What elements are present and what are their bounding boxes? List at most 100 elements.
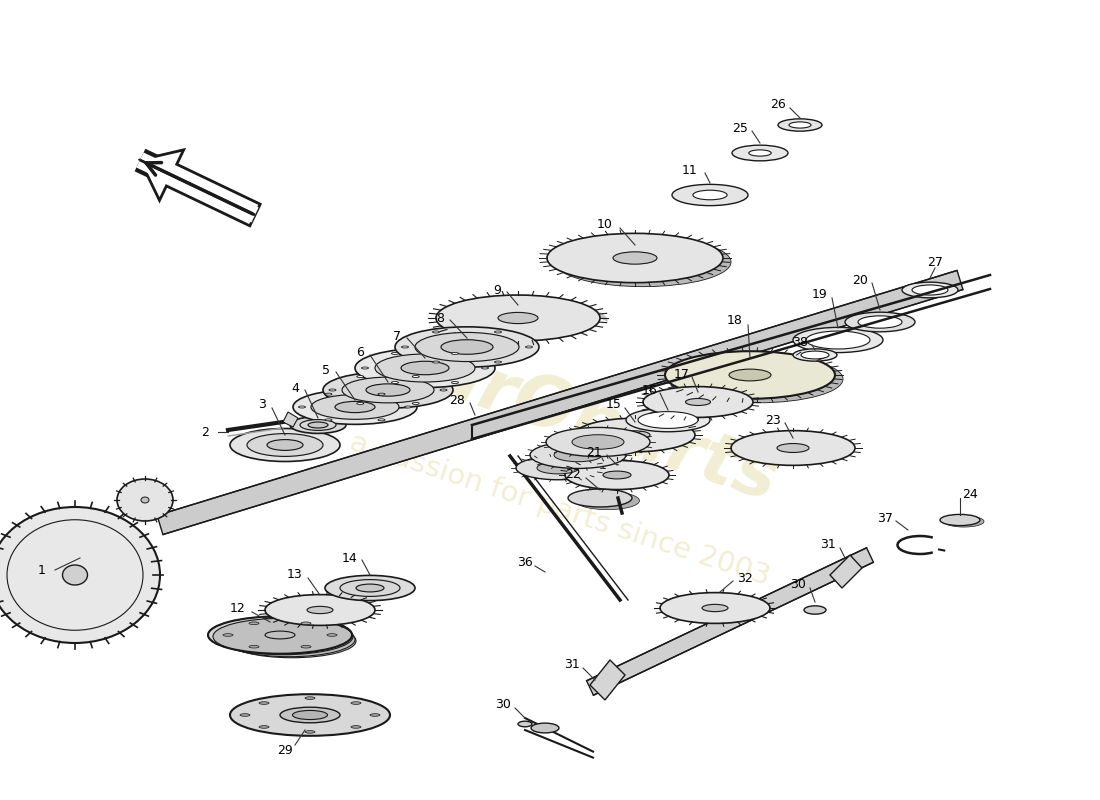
- Polygon shape: [586, 548, 873, 695]
- Text: 17: 17: [674, 367, 690, 381]
- Ellipse shape: [412, 375, 419, 378]
- Polygon shape: [538, 296, 559, 301]
- Ellipse shape: [482, 367, 488, 369]
- Polygon shape: [462, 298, 481, 305]
- Ellipse shape: [392, 382, 398, 383]
- Text: 8: 8: [436, 311, 444, 325]
- Ellipse shape: [732, 145, 788, 161]
- Ellipse shape: [518, 722, 532, 726]
- Text: 31: 31: [821, 538, 836, 551]
- Polygon shape: [436, 314, 446, 322]
- Ellipse shape: [249, 646, 258, 648]
- Ellipse shape: [324, 419, 332, 421]
- Ellipse shape: [777, 443, 808, 453]
- Polygon shape: [473, 297, 493, 302]
- Text: 9: 9: [493, 283, 500, 297]
- Ellipse shape: [660, 593, 770, 623]
- Ellipse shape: [336, 402, 375, 413]
- Ellipse shape: [351, 726, 361, 728]
- Ellipse shape: [547, 234, 723, 282]
- Text: 19: 19: [812, 289, 828, 302]
- Ellipse shape: [324, 575, 415, 601]
- Ellipse shape: [362, 367, 369, 369]
- Ellipse shape: [293, 390, 417, 424]
- Ellipse shape: [395, 327, 539, 367]
- Ellipse shape: [355, 349, 495, 388]
- Ellipse shape: [498, 312, 538, 323]
- Text: 12: 12: [230, 602, 246, 614]
- Ellipse shape: [392, 353, 398, 354]
- Polygon shape: [830, 555, 862, 588]
- Ellipse shape: [63, 565, 88, 585]
- Ellipse shape: [432, 361, 440, 363]
- Ellipse shape: [375, 354, 475, 382]
- Polygon shape: [590, 660, 625, 700]
- Ellipse shape: [356, 402, 364, 405]
- Text: 32: 32: [737, 571, 752, 585]
- Ellipse shape: [307, 606, 333, 614]
- Text: eurOparts: eurOparts: [374, 324, 786, 516]
- Text: 30: 30: [495, 698, 510, 711]
- Ellipse shape: [495, 331, 502, 333]
- Ellipse shape: [575, 418, 695, 452]
- Polygon shape: [485, 296, 506, 301]
- Ellipse shape: [301, 646, 311, 648]
- Ellipse shape: [912, 285, 948, 295]
- Ellipse shape: [327, 634, 337, 636]
- Ellipse shape: [944, 516, 984, 527]
- Text: 25: 25: [733, 122, 748, 134]
- Polygon shape: [583, 304, 598, 311]
- Ellipse shape: [351, 702, 361, 704]
- Ellipse shape: [749, 150, 771, 156]
- Ellipse shape: [305, 697, 315, 699]
- Ellipse shape: [495, 361, 502, 363]
- Ellipse shape: [230, 429, 340, 462]
- Ellipse shape: [293, 710, 328, 719]
- Ellipse shape: [248, 434, 323, 456]
- Ellipse shape: [441, 340, 493, 354]
- Polygon shape: [453, 301, 471, 308]
- Text: 6: 6: [356, 346, 364, 359]
- Polygon shape: [446, 304, 461, 311]
- Ellipse shape: [208, 616, 352, 654]
- Ellipse shape: [340, 579, 400, 597]
- Polygon shape: [498, 295, 519, 300]
- Text: 18: 18: [727, 314, 742, 326]
- Polygon shape: [512, 295, 532, 299]
- Ellipse shape: [638, 411, 698, 429]
- Ellipse shape: [603, 471, 631, 479]
- Ellipse shape: [556, 238, 732, 286]
- Ellipse shape: [673, 355, 843, 403]
- Ellipse shape: [806, 331, 870, 349]
- Ellipse shape: [280, 707, 340, 723]
- Ellipse shape: [240, 714, 250, 716]
- Ellipse shape: [249, 622, 258, 625]
- Ellipse shape: [902, 282, 958, 298]
- Text: 1: 1: [39, 563, 46, 577]
- Ellipse shape: [530, 442, 626, 469]
- Ellipse shape: [516, 456, 600, 480]
- Ellipse shape: [402, 362, 449, 374]
- Ellipse shape: [290, 417, 346, 434]
- Ellipse shape: [531, 723, 559, 733]
- Ellipse shape: [230, 694, 390, 736]
- Text: 31: 31: [564, 658, 580, 671]
- Ellipse shape: [793, 327, 883, 353]
- Ellipse shape: [537, 462, 579, 474]
- Ellipse shape: [305, 730, 315, 733]
- Polygon shape: [440, 307, 454, 314]
- Ellipse shape: [265, 594, 375, 626]
- Ellipse shape: [666, 351, 835, 399]
- Ellipse shape: [298, 406, 306, 408]
- Polygon shape: [437, 310, 449, 318]
- Text: 16: 16: [642, 383, 658, 397]
- Polygon shape: [551, 297, 571, 302]
- Ellipse shape: [265, 631, 295, 639]
- Ellipse shape: [620, 430, 650, 439]
- Polygon shape: [595, 310, 607, 318]
- Polygon shape: [590, 307, 604, 314]
- Polygon shape: [573, 301, 591, 308]
- Ellipse shape: [789, 122, 811, 128]
- Ellipse shape: [329, 389, 336, 391]
- Ellipse shape: [778, 119, 822, 131]
